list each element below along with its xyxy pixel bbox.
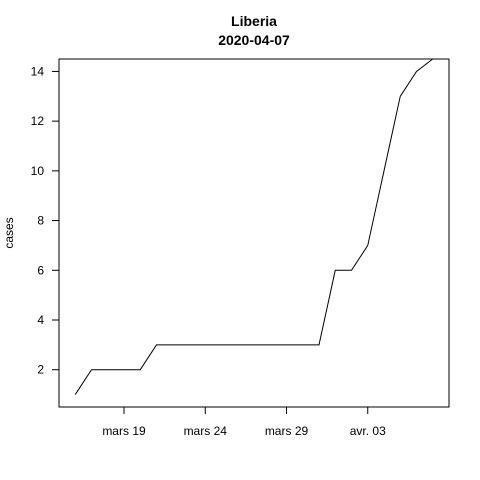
y-tick-label: 10: [31, 164, 45, 178]
cases-series-line: [74, 58, 434, 395]
y-tick-label: 12: [31, 114, 45, 128]
series-layer: [74, 58, 434, 395]
y-axis: 2 4 6 8 10 12 14: [31, 64, 60, 377]
chart-title: Liberia: [231, 13, 277, 29]
plot-frame: [58, 58, 450, 408]
x-tick-label: mars 24: [184, 424, 228, 438]
x-tick-label: avr. 03: [350, 424, 386, 438]
y-tick-label: 14: [31, 64, 45, 78]
x-axis: mars 19 mars 24 mars 29 avr. 03: [102, 406, 386, 438]
chart-subtitle: 2020-04-07: [218, 32, 290, 48]
y-axis-label: cases: [2, 217, 16, 248]
x-tick-label: mars 19: [102, 424, 146, 438]
x-tick-label: mars 29: [265, 424, 309, 438]
y-tick-label: 2: [37, 363, 44, 377]
y-tick-label: 6: [37, 263, 44, 277]
y-tick-label: 8: [37, 214, 44, 228]
y-tick-label: 4: [37, 313, 44, 327]
